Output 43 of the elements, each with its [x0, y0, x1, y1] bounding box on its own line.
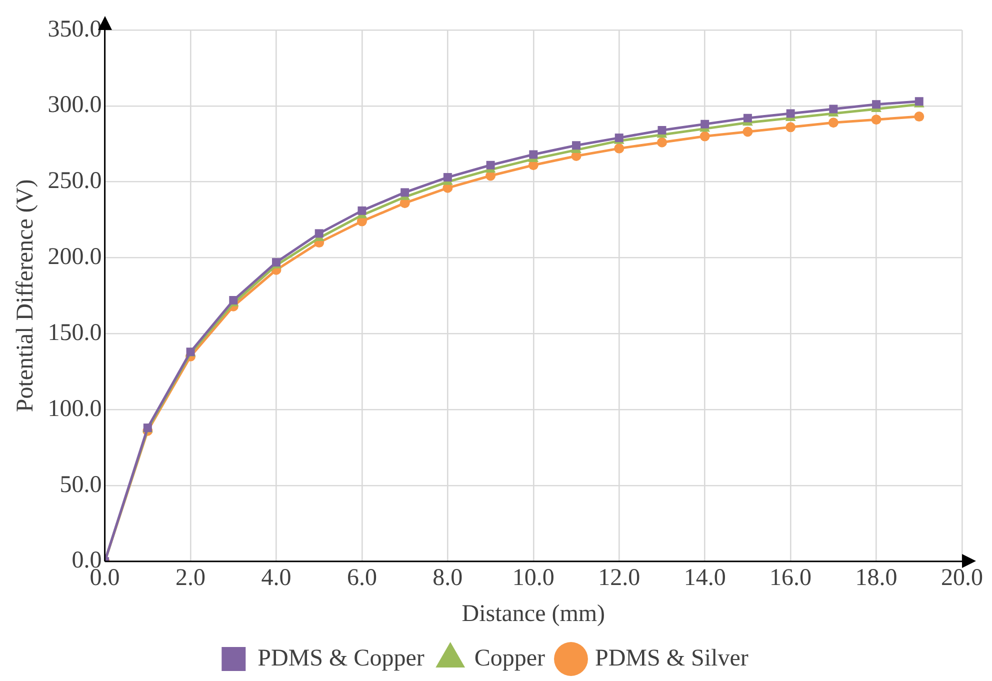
x-tick-label: 16.0	[770, 565, 812, 592]
point	[914, 112, 924, 122]
legend-label: PDMS & Copper	[258, 645, 424, 672]
y-axis-title: Potential Difference (V)	[12, 179, 39, 412]
point	[743, 114, 752, 122]
point	[614, 143, 624, 154]
point	[829, 104, 838, 114]
point	[658, 126, 666, 134]
point	[871, 114, 882, 125]
x-tick-label: 2.0	[176, 565, 206, 592]
x-tick-label: 20.0	[941, 565, 983, 592]
point	[656, 137, 667, 148]
x-tick-label: 4.0	[261, 565, 292, 592]
point	[358, 206, 366, 215]
point	[786, 122, 796, 132]
y-tick-label: 50.0	[60, 472, 102, 498]
point	[872, 100, 881, 109]
point	[529, 150, 538, 159]
point	[443, 173, 452, 182]
x-tick-label: 10.0	[512, 565, 554, 592]
y-tick-label: 100.0	[48, 396, 102, 422]
point	[314, 229, 324, 238]
x-tick-label: 14.0	[684, 565, 726, 592]
x-tick-label: 8.0	[432, 565, 463, 592]
legend-label: PDMS & Silver	[594, 645, 748, 672]
point	[400, 188, 410, 197]
point	[786, 109, 795, 118]
x-axis-title: Distance (mm)	[462, 600, 606, 627]
point	[828, 118, 838, 128]
y-tick-label: 250.0	[48, 168, 102, 194]
x-tick-label: 12.0	[598, 565, 640, 592]
point	[572, 141, 581, 150]
point	[486, 160, 495, 170]
point	[742, 126, 753, 137]
x-tick-label: 18.0	[855, 565, 898, 592]
x-tick-label: 6.0	[346, 565, 377, 592]
y-tick-label: 150.0	[48, 320, 102, 346]
y-tick-label: 350.0	[48, 16, 102, 42]
point	[700, 120, 710, 128]
y-tick-label: 300.0	[48, 92, 102, 118]
legend-label: Copper	[474, 645, 545, 672]
point	[700, 131, 710, 142]
y-tick-label: 200.0	[48, 244, 102, 270]
